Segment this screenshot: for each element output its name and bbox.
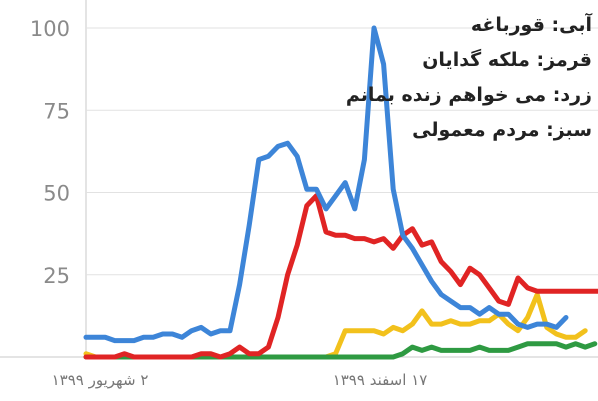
y-tick-label: 75: [43, 99, 70, 123]
x-tick-label: ۲ شهریور ۱۳۹۹: [52, 371, 149, 389]
series-line-1: [83, 193, 598, 360]
legend: آبی: قورباغه قرمز: ملکه گدایان زرد: می خ…: [346, 8, 592, 148]
legend-item-green: سبز: مردم معمولی: [412, 119, 592, 141]
y-tick-label: 25: [43, 264, 70, 288]
legend-item-blue: آبی: قورباغه: [470, 14, 592, 36]
series-line-0: [83, 25, 569, 344]
y-tick-label: 50: [43, 182, 70, 206]
y-tick-label: 100: [30, 17, 70, 41]
legend-item-yellow: زرد: می خواهم زنده بمانم: [345, 84, 592, 106]
legend-item-red: قرمز: ملکه گدایان: [422, 49, 592, 71]
x-tick-label: ۱۷ اسفند ۱۳۹۹: [333, 371, 428, 389]
